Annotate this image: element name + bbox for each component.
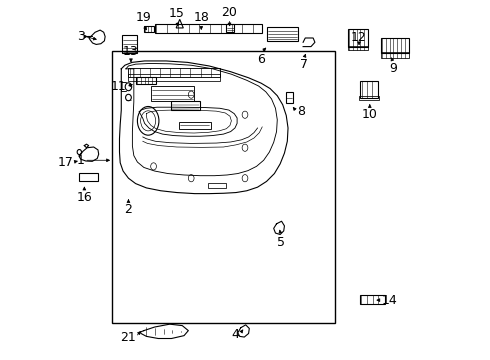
Text: 2: 2	[124, 203, 132, 216]
Text: 10: 10	[362, 108, 378, 121]
Bar	[136, 77, 156, 84]
Bar	[360, 295, 385, 304]
Text: 13: 13	[123, 45, 139, 58]
Bar	[79, 173, 98, 181]
Bar	[172, 101, 200, 110]
Text: 21: 21	[120, 330, 136, 343]
Text: 15: 15	[169, 8, 185, 21]
Bar	[179, 122, 211, 129]
Bar	[122, 36, 137, 53]
Bar	[267, 27, 298, 41]
Text: 14: 14	[381, 294, 397, 307]
Bar	[226, 24, 234, 32]
Text: 20: 20	[221, 6, 237, 19]
Text: 17: 17	[58, 156, 74, 168]
Bar	[128, 68, 220, 77]
Text: 9: 9	[389, 62, 397, 75]
Text: 18: 18	[194, 11, 209, 24]
Text: 11: 11	[110, 80, 126, 93]
Bar	[347, 30, 368, 47]
Bar	[286, 92, 294, 103]
Text: 8: 8	[297, 105, 305, 118]
Bar	[128, 74, 220, 81]
Bar	[112, 51, 335, 323]
Bar	[381, 38, 409, 53]
Bar	[155, 24, 262, 33]
Bar	[361, 81, 378, 98]
Bar	[359, 96, 379, 100]
Text: 4: 4	[232, 328, 240, 341]
Text: 3: 3	[77, 30, 85, 43]
Text: 1: 1	[76, 154, 84, 167]
Text: 7: 7	[300, 58, 308, 71]
Text: 6: 6	[257, 53, 265, 66]
Bar	[144, 26, 154, 32]
Text: 16: 16	[76, 191, 92, 204]
Text: 12: 12	[351, 31, 367, 44]
Text: 19: 19	[135, 11, 151, 24]
Bar	[381, 51, 409, 58]
Text: 5: 5	[277, 235, 285, 249]
Bar	[208, 183, 225, 188]
Bar	[347, 46, 368, 50]
Bar	[151, 86, 194, 101]
